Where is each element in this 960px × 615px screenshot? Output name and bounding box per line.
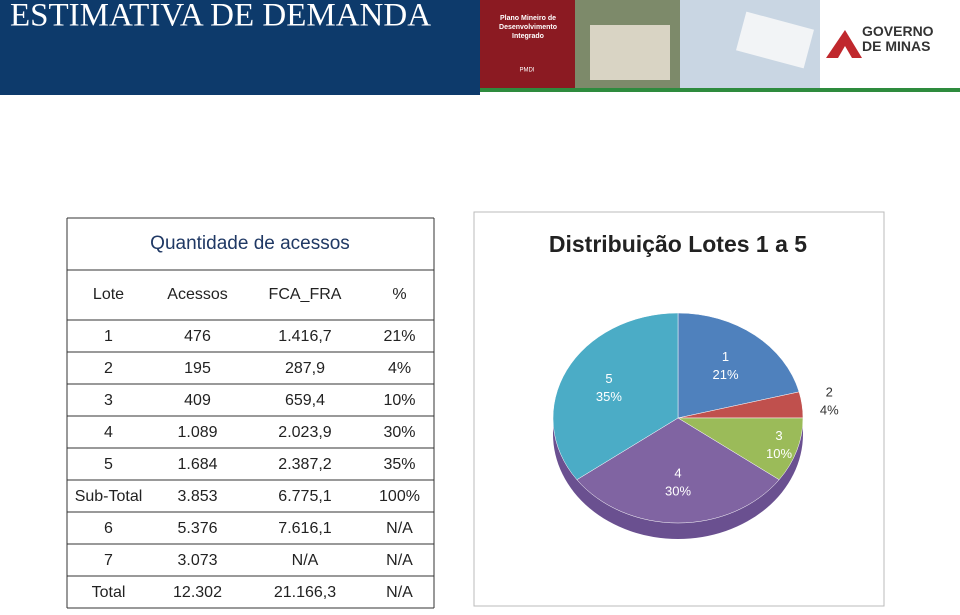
slice-category: 3 bbox=[775, 428, 782, 443]
pie-slice bbox=[552, 312, 679, 481]
logo-text: GOVERNO DE MINAS bbox=[862, 24, 934, 54]
table-cell: 2 bbox=[104, 360, 113, 377]
table-cell: N/A bbox=[386, 584, 413, 601]
table-cell: 1.416,7 bbox=[278, 328, 331, 345]
table-cell: 6.775,1 bbox=[278, 488, 331, 505]
table-cell: N/A bbox=[292, 552, 319, 569]
table-cell: 30% bbox=[383, 424, 415, 441]
logo-triangle bbox=[826, 30, 862, 58]
chart-title: Distribuição Lotes 1 a 5 bbox=[549, 231, 807, 257]
book-title: Plano Mineiro de Desenvolvimento Integra… bbox=[499, 15, 557, 40]
book-title-box: Plano Mineiro de Desenvolvimento Integra… bbox=[499, 15, 557, 40]
table-cell: 2.387,2 bbox=[278, 456, 331, 473]
table-cell: 7.616,1 bbox=[278, 520, 331, 537]
table-cell: N/A bbox=[386, 552, 413, 569]
table-cell: 4 bbox=[104, 424, 113, 441]
slice-label: 10% bbox=[766, 446, 792, 461]
table-cell: 6 bbox=[104, 520, 113, 537]
table-cell: 659,4 bbox=[285, 392, 325, 409]
table-cell: 3.073 bbox=[177, 552, 217, 569]
table-cell: 35% bbox=[383, 456, 415, 473]
slice-category: 2 bbox=[826, 384, 833, 399]
pie: 1 21% 2 4% 3 10% 4 30% 5 35% bbox=[552, 312, 839, 539]
table-cell: 3.853 bbox=[177, 488, 217, 505]
table-cell: 476 bbox=[184, 328, 211, 345]
slice-category: 4 bbox=[674, 466, 681, 481]
slice-category: 1 bbox=[722, 349, 729, 364]
table-cell: 3 bbox=[104, 392, 113, 409]
slide-title: ESTIMATIVA DE DEMANDA bbox=[10, 0, 431, 34]
table-cell: Total bbox=[92, 584, 126, 601]
column-header: FCA_FRA bbox=[269, 286, 342, 303]
slice-label: 4% bbox=[820, 402, 839, 417]
table-cell: 409 bbox=[184, 392, 211, 409]
table-cell: 21% bbox=[383, 328, 415, 345]
pie-slice bbox=[677, 417, 804, 481]
table-cell: 195 bbox=[184, 360, 211, 377]
table: Quantidade de acessos Lote Acessos FCA_FRA%… bbox=[66, 217, 435, 609]
header-bar bbox=[0, 0, 480, 95]
column-header: Acessos bbox=[167, 286, 227, 303]
building bbox=[590, 25, 670, 80]
table-cell: 7 bbox=[104, 552, 113, 569]
slice-category: 5 bbox=[605, 371, 612, 386]
table-cell: Sub-Total bbox=[75, 488, 143, 505]
logo-inner bbox=[838, 46, 852, 58]
table-cell: 4% bbox=[388, 360, 411, 377]
table-cell: 21.166,3 bbox=[274, 584, 336, 601]
book-subtitle: PMDI bbox=[520, 68, 535, 74]
paper bbox=[736, 11, 814, 69]
slice-label: 30% bbox=[665, 484, 691, 499]
slice-label: 21% bbox=[712, 367, 738, 382]
table-cell: 1.089 bbox=[177, 424, 217, 441]
green-line bbox=[480, 88, 960, 92]
column-header: Lote bbox=[93, 286, 124, 303]
table-cell: 12.302 bbox=[173, 584, 222, 601]
table-cell: 287,9 bbox=[285, 360, 325, 377]
table-cell: 5 bbox=[104, 456, 113, 473]
table-cell: 5.376 bbox=[177, 520, 217, 537]
pie-slice bbox=[677, 312, 800, 419]
table-cell: 10% bbox=[383, 392, 415, 409]
table-cell: N/A bbox=[386, 520, 413, 537]
logo-box: GOVERNO DE MINAS bbox=[862, 24, 934, 54]
pie-slice bbox=[576, 417, 780, 524]
slice-label: 35% bbox=[596, 389, 622, 404]
column-header: % bbox=[392, 286, 406, 303]
book-cover bbox=[480, 0, 575, 88]
table-title: Quantidade de acessos bbox=[150, 233, 350, 254]
table-cell: 100% bbox=[379, 488, 420, 505]
table-cell: 1.684 bbox=[177, 456, 217, 473]
table-cell: 1 bbox=[104, 328, 113, 345]
table-cell: 2.023,9 bbox=[278, 424, 331, 441]
